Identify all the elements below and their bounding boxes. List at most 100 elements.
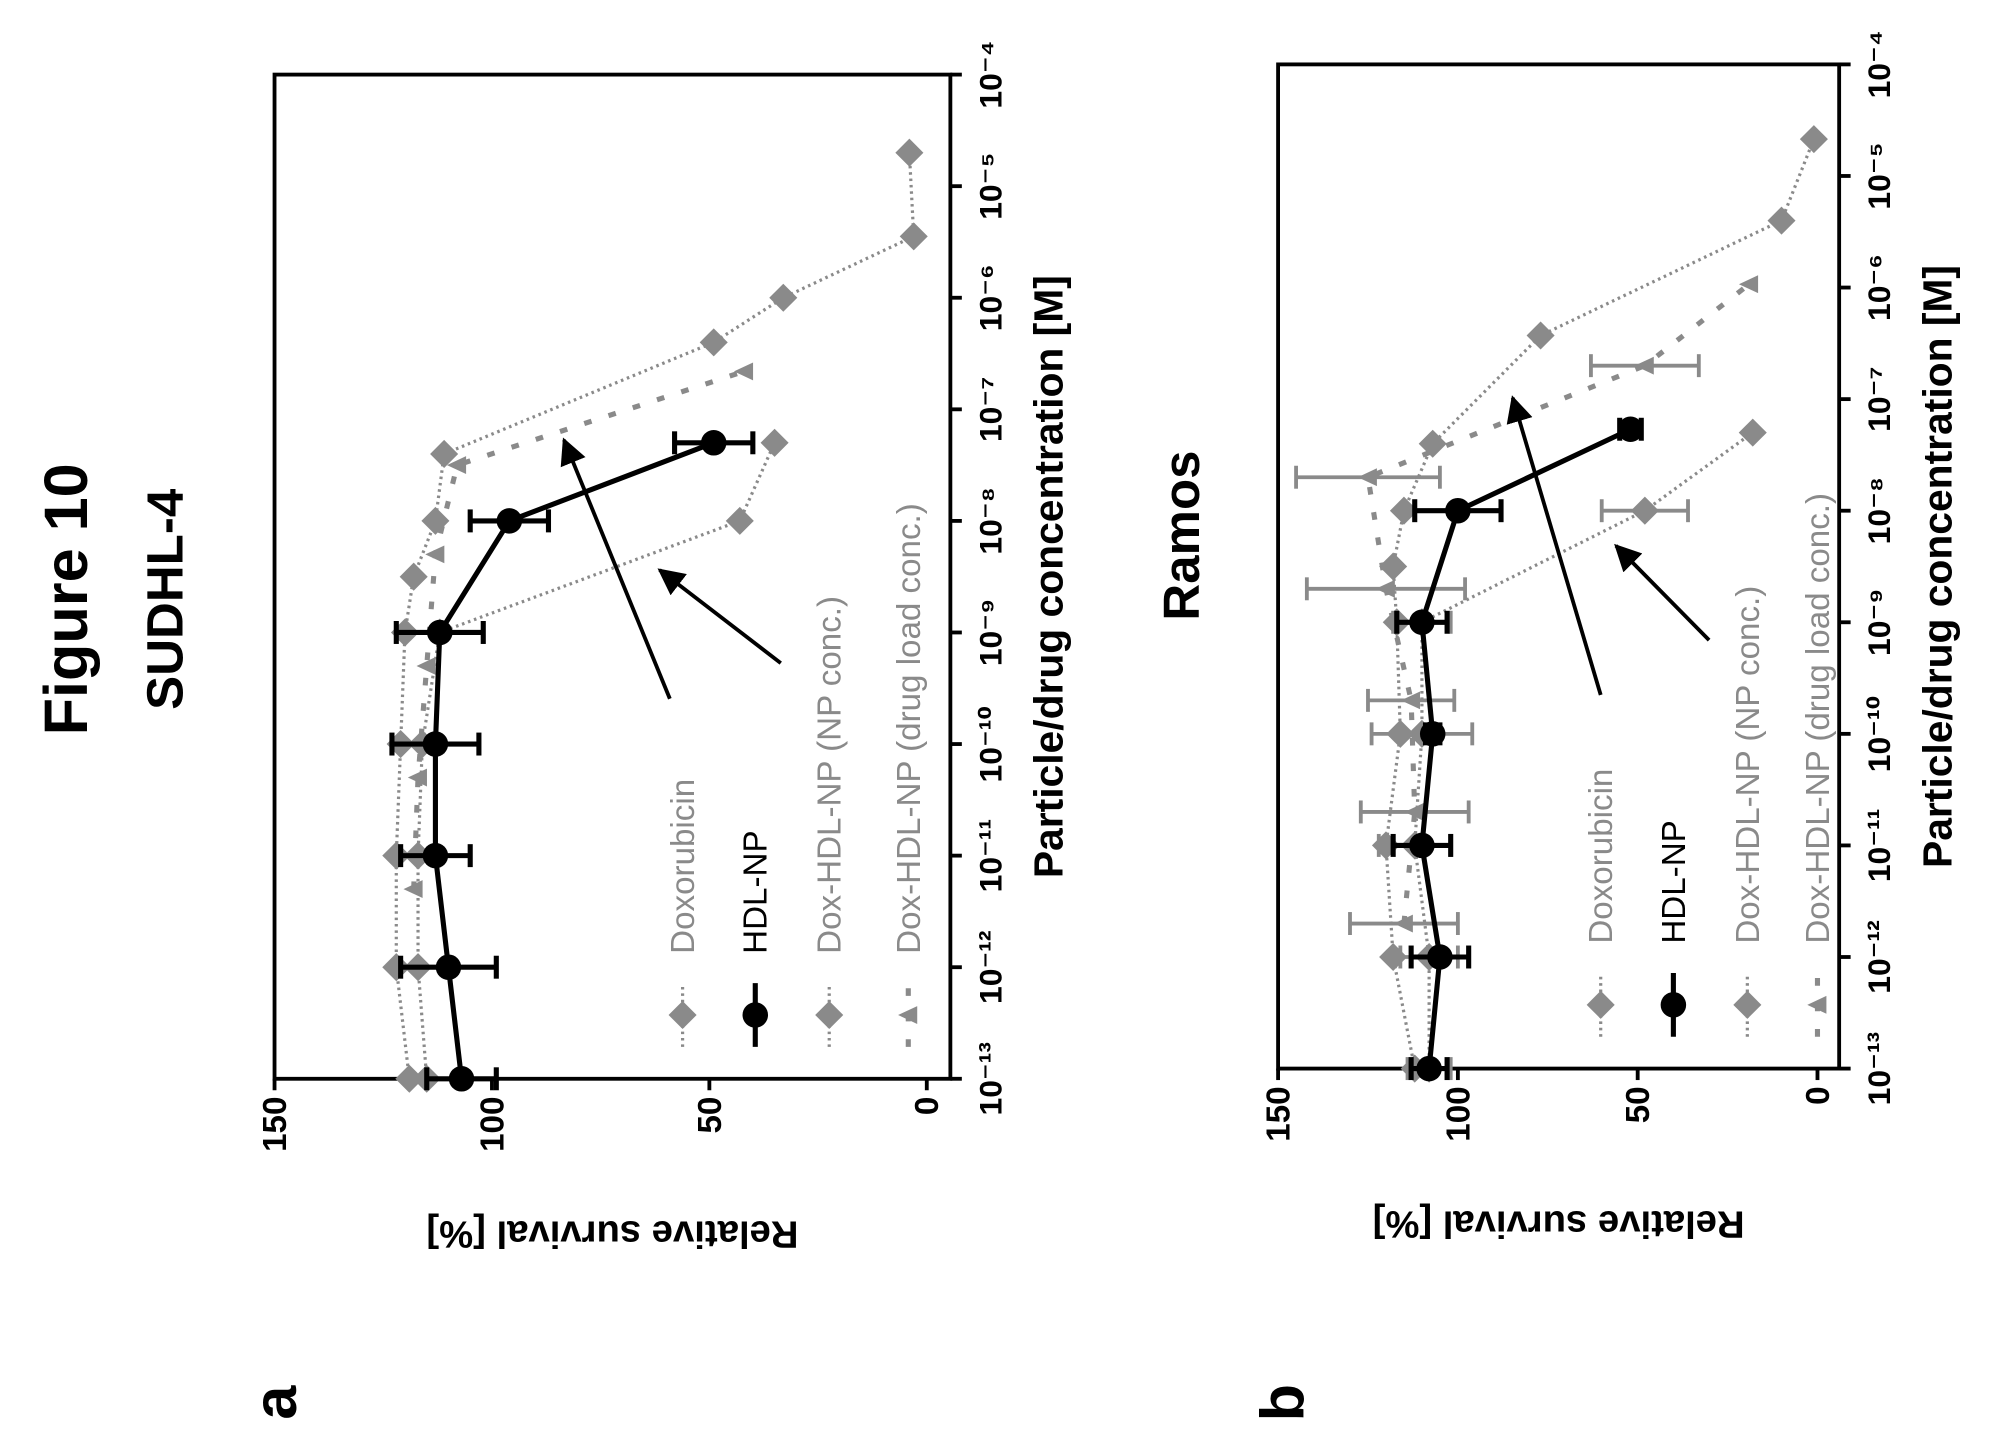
data-point: [1400, 691, 1421, 710]
x-tick-label: 10⁻⁷: [1861, 366, 1897, 431]
data-point: [1357, 468, 1377, 487]
legend-marker: [1807, 995, 1827, 1014]
data-point: [1634, 356, 1654, 375]
series-dox-hdl-np-np-conc-: [404, 428, 789, 1093]
legend-marker: [742, 1002, 769, 1028]
plot-frame: [272, 72, 953, 1081]
series-hdl-np: [1390, 416, 1644, 1082]
data-point: [1767, 206, 1796, 235]
data-point: [1404, 803, 1424, 821]
x-tick-label: 10⁻⁷: [972, 377, 1008, 442]
legend-label: Dox-HDL-NP (drug load conc.): [891, 503, 928, 954]
series-dox-hdl-np-drug-load-conc-: [403, 362, 754, 899]
data-point: [1375, 579, 1395, 598]
data-point: [1526, 321, 1555, 350]
data-point: [422, 842, 449, 869]
series-line: [432, 440, 715, 1080]
data-point: [496, 508, 523, 534]
legend-marker: [815, 1000, 844, 1030]
y-tick-label: 100: [474, 1097, 511, 1152]
x-tick-label: 10⁻⁴: [972, 41, 1008, 109]
legend-marker: [1733, 990, 1762, 1019]
y-axis-title: Relative survival [%]: [1373, 1202, 1745, 1245]
data-point: [421, 506, 450, 535]
arrow-np-conc-a: [657, 568, 782, 665]
y-tick-label: 0: [1800, 1086, 1837, 1104]
data-point: [725, 506, 754, 535]
series-hdl-np: [389, 430, 756, 1092]
data-point: [1419, 721, 1446, 747]
data-point: [1409, 832, 1435, 859]
data-point: [895, 138, 924, 167]
panel-b-letter: b: [1249, 1384, 1317, 1421]
y-tick-label: 100: [1440, 1086, 1477, 1141]
x-tick-label: 10⁻¹⁰: [1861, 695, 1897, 772]
arrow-np-conc-b: [1614, 543, 1711, 642]
x-tick-label: 10⁻⁸: [972, 487, 1008, 554]
x-tick-label: 10⁻¹³: [972, 1042, 1008, 1115]
data-point: [446, 456, 467, 475]
x-tick-label: 10⁻¹³: [1861, 1032, 1897, 1105]
legend: Doxorubicin HDL-NP Dox-HDL-NP (NP conc.) Do…: [1583, 493, 1837, 1037]
data-point: [1418, 429, 1447, 458]
arrow-doxorubicin-b: [1506, 395, 1603, 696]
data-point: [425, 545, 445, 564]
y-axis-title: Relative survival [%]: [426, 1213, 798, 1256]
x-tick-label: 10⁻⁵: [1861, 142, 1897, 209]
x-tick-label: 10⁻⁹: [1861, 589, 1897, 656]
legend-marker: [1586, 990, 1615, 1019]
data-point: [1738, 275, 1759, 294]
data-point: [1416, 1055, 1442, 1082]
data-point: [899, 222, 928, 251]
plot-ramos: 10⁻¹³ 10⁻¹² 10⁻¹¹ 10⁻¹⁰ 10⁻⁹ 10⁻⁸ 10⁻⁷ 10⁻⁶ 10⁻⁵…: [1261, 30, 1961, 1245]
data-point: [1409, 609, 1435, 636]
data-point: [1617, 416, 1644, 443]
data-point: [448, 1066, 475, 1092]
data-point: [1427, 944, 1453, 970]
data-point: [760, 428, 789, 457]
series-line: [1419, 426, 1632, 1069]
data-point: [427, 619, 453, 646]
x-axis-title: Particle/drug concentration [M]: [1914, 265, 1960, 868]
data-point: [769, 283, 798, 312]
x-tick-label: 10⁻¹²: [1861, 920, 1897, 993]
series-line: [394, 152, 916, 1079]
plot-sudhl4: 10⁻¹³ 10⁻¹² 10⁻¹¹ 10⁻¹⁰ 10⁻⁹ 10⁻⁸ 10⁻⁷ 10⁻⁶ 10⁻⁵…: [257, 41, 1072, 1256]
x-tick-label: 10⁻¹⁰: [972, 706, 1008, 783]
x-tick-label: 10⁻¹²: [972, 930, 1008, 1003]
data-point: [733, 362, 754, 381]
data-point: [1445, 497, 1471, 524]
data-point: [435, 954, 462, 980]
panel-a-letter: a: [241, 1385, 309, 1420]
data-point: [1630, 496, 1659, 525]
legend-label: Dox-HDL-NP (NP conc.): [812, 596, 849, 954]
data-point: [1799, 125, 1828, 154]
x-axis-title: Particle/drug concentration [M]: [1026, 275, 1072, 878]
data-point: [699, 328, 728, 357]
data-point: [416, 657, 436, 675]
legend-label: HDL-NP: [738, 830, 775, 953]
legend-label: Dox-HDL-NP (drug load conc.): [1800, 493, 1837, 944]
data-point: [382, 841, 411, 870]
legend-label: HDL-NP: [1656, 820, 1693, 943]
data-point: [407, 768, 427, 787]
data-point: [1393, 914, 1413, 933]
x-tick-label: 10⁻⁶: [972, 264, 1008, 331]
x-tick-label: 10⁻⁸: [1861, 477, 1897, 544]
y-tick-label: 50: [1620, 1086, 1657, 1123]
data-point: [1738, 418, 1767, 447]
data-point: [399, 562, 428, 591]
x-tick-label: 10⁻¹¹: [1861, 809, 1897, 882]
legend-marker: [668, 1000, 697, 1030]
data-point: [403, 880, 423, 899]
y-tick-label: 50: [692, 1097, 729, 1134]
y-tick-label: 150: [1261, 1086, 1298, 1141]
plot-frame: [1276, 62, 1842, 1071]
x-tick-label: 10⁻⁴: [1861, 30, 1897, 98]
legend-marker: [1660, 992, 1687, 1018]
legend-marker: [898, 1006, 918, 1024]
legend-label: Doxorubicin: [665, 779, 702, 954]
legend-label: Doxorubicin: [1583, 769, 1620, 944]
panel-a-title: SUDHL-4: [137, 488, 194, 710]
